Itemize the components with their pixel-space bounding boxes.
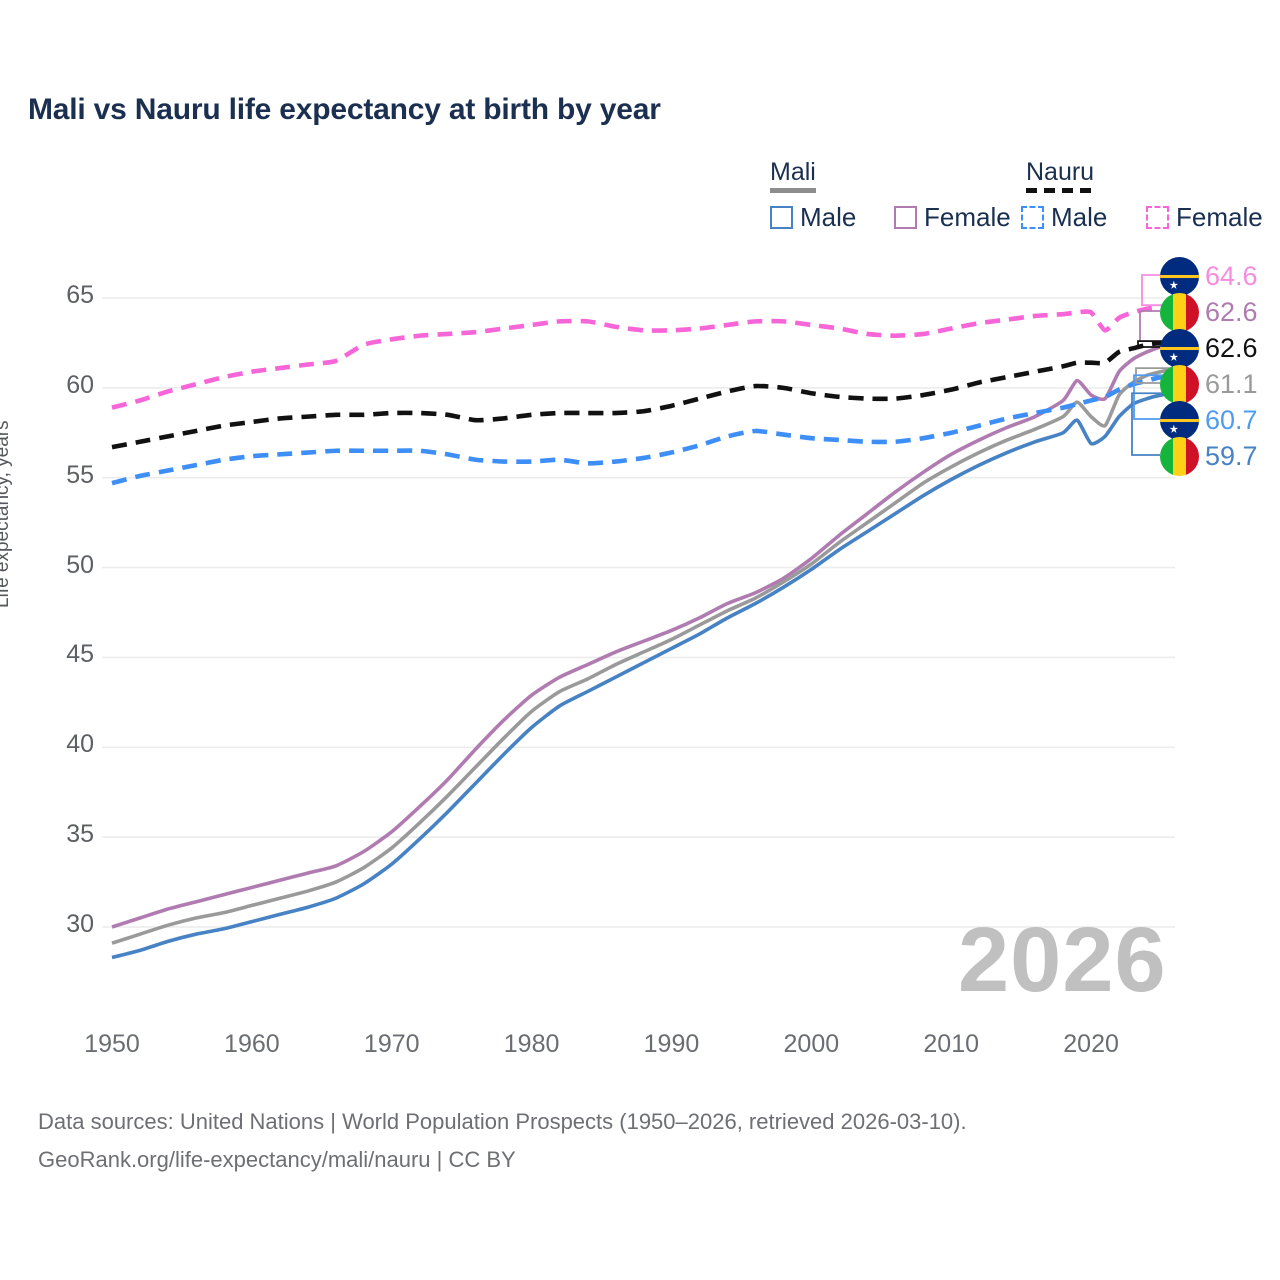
- end-label-row[interactable]: 59.7: [1160, 436, 1258, 476]
- mali-flag-icon: [1160, 292, 1199, 332]
- nauru-stripe: [1160, 274, 1199, 279]
- end-label-value: 64.6: [1205, 260, 1258, 291]
- leader-line: [1141, 274, 1175, 307]
- page-title: Mali vs Nauru life expectancy at birth b…: [28, 93, 661, 126]
- legend-item-mali-male[interactable]: Male: [770, 202, 856, 233]
- legend-group-nauru-label: Nauru: [1026, 158, 1095, 186]
- y-tick-label: 45: [66, 640, 94, 669]
- label-leader-lines: [1131, 274, 1175, 456]
- end-label-row[interactable]: 61.1: [1160, 364, 1258, 404]
- y-tick-label: 30: [66, 910, 94, 938]
- end-label-value: 59.7: [1205, 440, 1258, 471]
- footer-line-2[interactable]: GeoRank.org/life-expectancy/mali/nauru |…: [38, 1147, 516, 1172]
- y-axis-label: Life expectancy, years: [0, 420, 13, 608]
- nauru-flag-icon: [1160, 256, 1199, 296]
- nauru-flag-icon: [1160, 400, 1199, 440]
- y-tick-label: 55: [66, 460, 94, 489]
- x-tick-label: 1980: [503, 1030, 560, 1058]
- legend-item-nauru-female[interactable]: Female: [1146, 202, 1263, 233]
- series-line-nauru-male: [111, 372, 1176, 486]
- series-lines: [111, 302, 1176, 960]
- legend-entries: Male Female Male Female: [756, 202, 1263, 238]
- star-icon: [1169, 280, 1179, 289]
- leader-line: [1133, 374, 1175, 420]
- end-label-row[interactable]: 60.7: [1160, 400, 1258, 440]
- y-tick-label: 65: [66, 281, 94, 309]
- star-icon: [1169, 424, 1179, 433]
- y-gridlines: [102, 297, 1175, 928]
- end-label-value: 62.6: [1205, 332, 1258, 363]
- legend-swatch-icon-mali-female: [894, 206, 917, 229]
- nauru-stripe: [1160, 346, 1199, 351]
- y-tick-label: 50: [66, 550, 94, 579]
- x-tick-label: 2020: [1063, 1030, 1119, 1058]
- legend-swatch-icon-mali-male: [770, 206, 793, 229]
- legend-group-mali[interactable]: Mali: [770, 158, 816, 193]
- x-tick-label: 2010: [923, 1030, 980, 1058]
- end-label-row[interactable]: 62.6: [1160, 328, 1258, 368]
- legend-group-mali-label: Mali: [770, 158, 816, 186]
- end-label-value: 60.7: [1205, 404, 1258, 435]
- x-tick-label: 1950: [84, 1030, 140, 1058]
- chart-legend: Mali Nauru Male Female Male: [756, 158, 1263, 238]
- legend-group-nauru-rule: [1026, 188, 1095, 193]
- legend-label-nauru-male: Male: [1051, 202, 1108, 232]
- x-tick-label: 2000: [783, 1030, 840, 1058]
- series-line-mali-total: [111, 366, 1176, 945]
- series-line-mali-female: [111, 339, 1176, 929]
- legend-swatch-icon-nauru-female: [1146, 206, 1169, 229]
- legend-label-mali-female: Female: [924, 202, 1011, 232]
- legend-group-nauru[interactable]: Nauru: [1026, 158, 1095, 193]
- end-label-row[interactable]: 64.6: [1160, 256, 1258, 296]
- year-watermark: 2026: [958, 909, 1167, 1011]
- x-tick-label: 1970: [363, 1030, 420, 1058]
- legend-swatch-icon-nauru-male: [1021, 206, 1044, 229]
- legend-label-nauru-female: Female: [1176, 202, 1263, 232]
- series-line-nauru-female: [111, 302, 1176, 410]
- legend-item-mali-female[interactable]: Female: [894, 202, 1011, 233]
- legend-group-mali-rule: [770, 188, 816, 193]
- y-tick-label: 60: [66, 370, 94, 399]
- legend-label-mali-male: Male: [800, 202, 857, 232]
- end-label-value: 62.6: [1205, 296, 1258, 327]
- series-line-nauru-total: [111, 338, 1176, 450]
- end-value-labels: 64.6 62.6 62.6 61.1 60.7 59.7: [1160, 250, 1280, 476]
- end-label-value: 61.1: [1205, 368, 1258, 399]
- x-tick-label: 1960: [224, 1030, 280, 1058]
- nauru-flag-icon: [1160, 328, 1199, 368]
- y-tick-label: 40: [66, 730, 94, 759]
- mali-flag-icon: [1160, 436, 1199, 476]
- footer-credits: Data sources: United Nations | World Pop…: [38, 1103, 967, 1179]
- star-icon: [1169, 352, 1179, 361]
- leader-line: [1131, 392, 1175, 456]
- legend-group-headers: Mali Nauru: [756, 158, 1256, 198]
- legend-item-nauru-male[interactable]: Male: [1021, 202, 1107, 233]
- x-tick-label: 1990: [643, 1030, 700, 1058]
- series-line-mali-male: [111, 391, 1176, 960]
- footer-line-1: Data sources: United Nations | World Pop…: [38, 1109, 967, 1134]
- nauru-stripe: [1160, 418, 1199, 423]
- end-label-row[interactable]: 62.6: [1160, 292, 1258, 332]
- mali-flag-icon: [1160, 364, 1199, 404]
- y-tick-label: 35: [66, 820, 94, 849]
- leader-line: [1137, 340, 1175, 348]
